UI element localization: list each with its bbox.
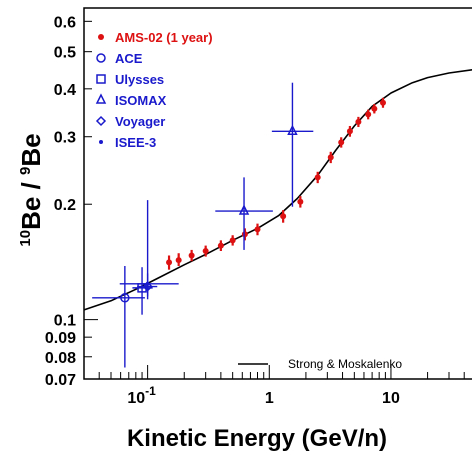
legend-marker <box>98 34 104 40</box>
y-axis-title-main2: Be <box>16 133 46 166</box>
x-tick-label: 10-1 <box>127 384 156 407</box>
legend-marker <box>99 140 103 144</box>
x-tick-label: 1 <box>265 390 274 407</box>
y-tick-label: 0.5 <box>54 45 76 62</box>
data-point <box>241 231 248 238</box>
data-point <box>238 204 250 215</box>
data-point <box>355 118 362 125</box>
legend-entry: Ulysses <box>96 72 164 87</box>
y-tick-label: 0.08 <box>45 350 76 367</box>
legend-label: Voyager <box>115 114 165 129</box>
y-axis-title: 10Be / 9Be <box>16 133 46 246</box>
legend-marker <box>95 115 107 127</box>
data-point <box>202 248 209 255</box>
legend-label: ISOMAX <box>115 93 167 108</box>
x-axis-title: Kinetic Energy (GeV/n) <box>127 425 387 452</box>
data-point <box>254 226 261 233</box>
series-isee-3 <box>119 200 179 297</box>
y-tick-label: 0.07 <box>45 372 76 389</box>
y-axis-title-main1: Be / <box>16 175 46 230</box>
series-ulysses <box>132 267 153 315</box>
y-axis-title-pre1: 10 <box>17 230 34 247</box>
model-legend-label: Strong & Moskalenko <box>288 357 402 371</box>
legend-entry: AMS-02 (1 year) <box>98 30 213 45</box>
data-point <box>371 105 378 112</box>
legend-entry: ISEE-3 <box>99 135 156 150</box>
y-tick-label: 0.1 <box>54 313 76 330</box>
x-tick-exponent: -1 <box>145 384 156 398</box>
legend-marker <box>95 93 107 104</box>
y-tick-label: 0.6 <box>54 14 76 31</box>
data-point <box>327 154 334 161</box>
x-tick-label: 10 <box>382 390 400 407</box>
data-point <box>188 252 195 259</box>
data-point <box>338 139 345 146</box>
legend-label: AMS-02 (1 year) <box>115 30 213 45</box>
data-point <box>314 174 321 181</box>
data-point <box>217 242 224 249</box>
series-ace <box>92 265 145 368</box>
legend-marker <box>96 53 106 63</box>
y-tick-label: 0.4 <box>54 82 76 99</box>
legend-entry: Voyager <box>95 114 165 129</box>
legend-entry: ACE <box>96 51 143 66</box>
data-point <box>297 198 304 205</box>
model-legend: Strong & Moskalenko <box>238 357 402 371</box>
data-point <box>229 237 236 244</box>
data-point <box>280 213 287 220</box>
legend-label: ACE <box>115 51 143 66</box>
data-point <box>346 128 353 135</box>
data-point <box>175 257 182 264</box>
data-point <box>379 99 386 106</box>
legend-label: ISEE-3 <box>115 135 156 150</box>
plot-frame <box>83 7 472 380</box>
data-point <box>287 124 298 136</box>
legend-marker <box>96 74 106 84</box>
legend-label: Ulysses <box>115 72 164 87</box>
data-point <box>120 293 130 303</box>
series-isomax <box>215 82 314 250</box>
series-ams-02-1-year <box>166 97 386 270</box>
legend-entry: ISOMAX <box>95 93 167 108</box>
data-point <box>365 111 372 118</box>
y-axis-title-pre2: 9 <box>17 167 34 175</box>
data-point <box>145 281 150 286</box>
model-curve <box>83 68 472 311</box>
y-tick-label: 0.09 <box>45 330 76 347</box>
y-tick-label: 0.3 <box>54 130 76 147</box>
y-tick-label: 0.2 <box>54 197 76 214</box>
data-point <box>166 259 173 266</box>
